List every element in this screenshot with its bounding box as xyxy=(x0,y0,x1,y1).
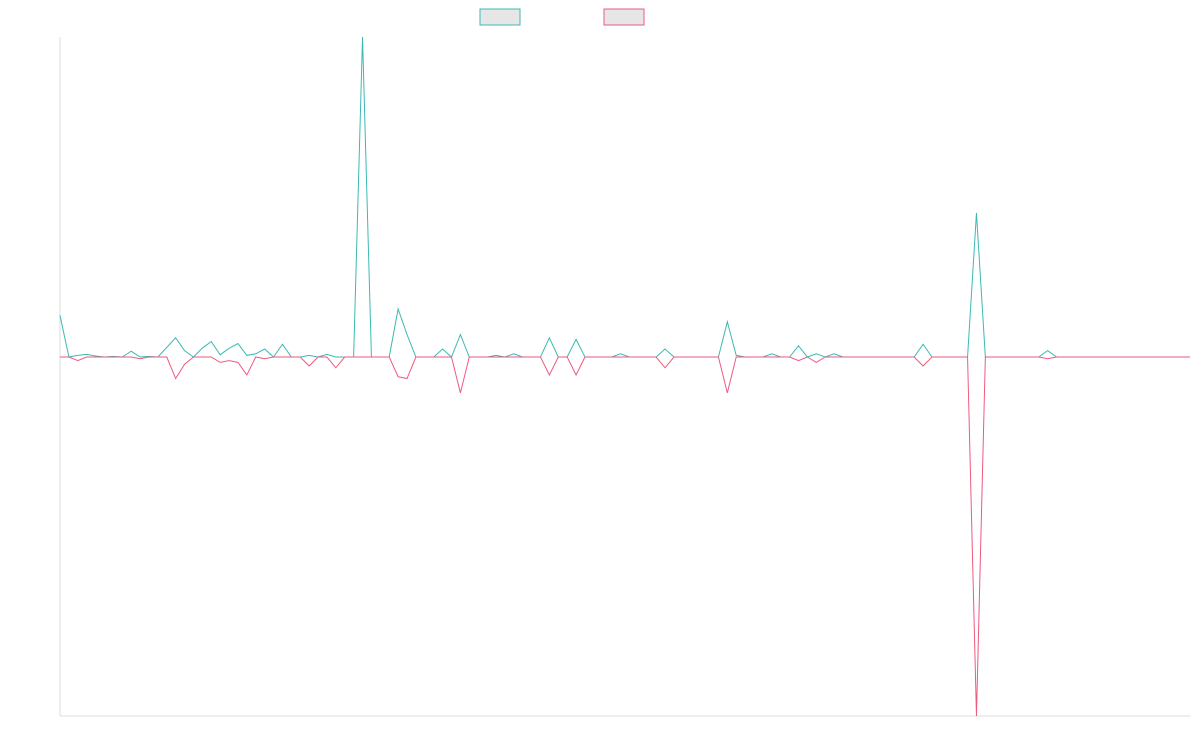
axes xyxy=(59,37,1190,717)
legend-swatch-2[interactable] xyxy=(603,8,645,26)
series-line-1 xyxy=(59,36,1190,358)
legend[interactable] xyxy=(479,8,645,26)
legend-swatch-1[interactable] xyxy=(479,8,521,26)
series-line-2 xyxy=(60,356,1190,717)
plot-area xyxy=(59,36,1190,717)
